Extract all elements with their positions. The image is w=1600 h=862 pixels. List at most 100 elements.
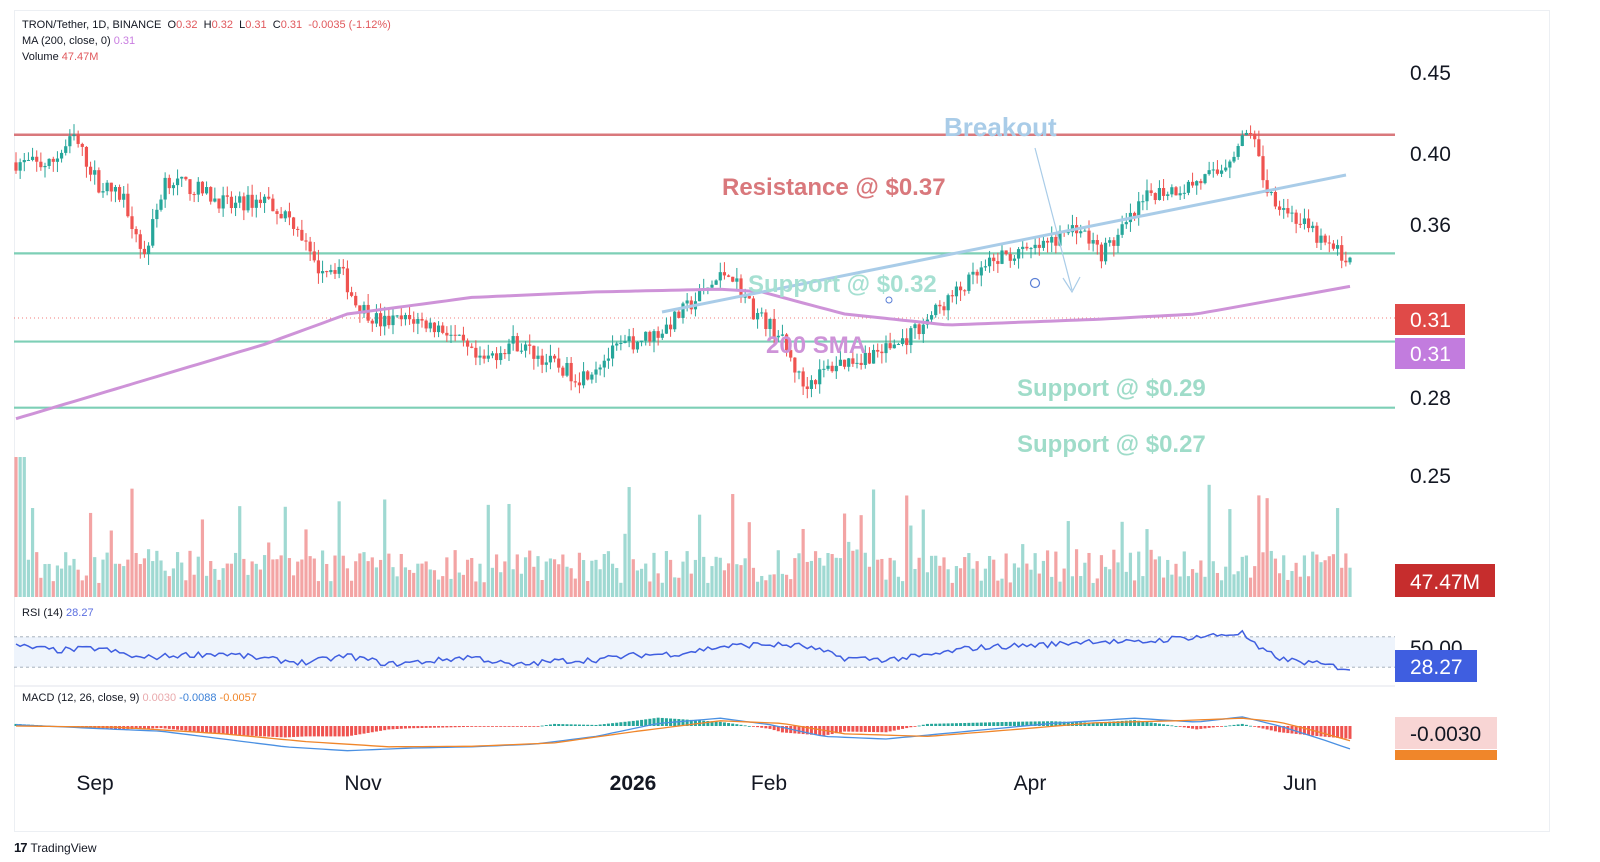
- volume-bar: [644, 563, 648, 597]
- candle-body: [188, 179, 192, 195]
- volume-bar: [1095, 578, 1099, 597]
- macd-histogram-bar: [408, 726, 412, 729]
- macd-histogram-bar: [134, 726, 138, 729]
- macd-histogram-bar: [1120, 720, 1124, 726]
- volume-bar: [478, 563, 482, 597]
- macd-histogram-bar: [325, 726, 329, 737]
- macd-histogram-bar: [225, 726, 229, 735]
- candle-body: [1211, 169, 1215, 171]
- macd-histogram-bar: [1240, 723, 1244, 726]
- volume-bar: [258, 569, 263, 597]
- candle-body: [126, 193, 130, 217]
- volume-bar: [349, 580, 354, 597]
- volume-bar: [946, 569, 950, 597]
- ohlc-close-label: C: [272, 19, 281, 31]
- volume-bar: [296, 561, 300, 597]
- candle-body: [482, 355, 486, 359]
- volume-bar: [1265, 498, 1269, 597]
- macd-histogram-bar: [1228, 725, 1232, 727]
- macd-histogram-bar: [594, 724, 598, 726]
- macd-histogram-bar: [1336, 726, 1340, 738]
- volume-bar: [59, 568, 64, 597]
- candle-body: [130, 216, 134, 230]
- macd-histogram-bar: [1037, 721, 1041, 726]
- volume-bar: [909, 525, 913, 597]
- volume-bar: [561, 554, 565, 597]
- candle-body: [420, 318, 424, 321]
- candle-body: [88, 166, 93, 175]
- candle-body: [528, 344, 532, 346]
- candle-body: [1203, 174, 1207, 184]
- macd-histogram-bar: [524, 726, 528, 727]
- candle-body: [1087, 230, 1091, 244]
- volume-bar: [1062, 568, 1066, 597]
- volume-bar: [188, 550, 192, 597]
- candle-body: [428, 322, 432, 329]
- candle-body: [441, 325, 445, 333]
- volume-bar: [693, 559, 698, 597]
- volume-bar: [1083, 562, 1087, 597]
- macd-histogram-bar: [577, 724, 581, 726]
- macd-histogram-bar: [714, 721, 718, 726]
- volume-bar: [490, 567, 495, 597]
- volume-bar: [1033, 553, 1037, 597]
- candle-body: [818, 369, 822, 385]
- candle-body: [387, 315, 391, 326]
- volume-bar: [1203, 576, 1207, 597]
- tradingview-logo-icon: 17: [14, 840, 28, 855]
- candle-body: [760, 312, 764, 314]
- candle-body: [221, 195, 225, 209]
- candle-body: [1315, 225, 1319, 243]
- macd-histogram-bar: [706, 721, 710, 726]
- macd-histogram-bar: [495, 726, 499, 727]
- candle-body: [1112, 240, 1116, 246]
- volume-bar: [233, 552, 238, 597]
- volume-bar: [93, 557, 97, 597]
- candle-body: [1207, 170, 1211, 175]
- candle-body: [1000, 250, 1004, 264]
- macd-histogram-bar: [1236, 724, 1240, 726]
- macd-histogram-bar: [615, 722, 619, 726]
- signal-badge: [1395, 750, 1497, 760]
- volume-bar: [842, 513, 847, 597]
- volume-bar: [209, 561, 213, 597]
- macd-histogram-bar: [1166, 724, 1170, 726]
- volume-label: Volume: [22, 51, 59, 63]
- candle-body: [1294, 212, 1298, 224]
- volume-bar: [631, 559, 635, 597]
- macd-histogram-bar: [196, 726, 200, 732]
- macd-histogram-bar: [287, 726, 291, 738]
- volume-bar: [383, 499, 387, 597]
- macd-histogram-bar: [1012, 721, 1016, 726]
- macd-histogram-bar: [863, 726, 867, 732]
- macd-histogram-bar: [536, 726, 540, 727]
- volume-bar: [354, 561, 358, 597]
- candle-body: [453, 334, 457, 336]
- volume-bar: [528, 550, 532, 597]
- volume-bar: [544, 561, 548, 597]
- macd-histogram-bar: [383, 726, 387, 731]
- candle-body: [1302, 218, 1307, 225]
- macd-histogram-bar: [1108, 721, 1112, 726]
- candle-body: [942, 306, 946, 311]
- macd-histogram-bar: [217, 726, 221, 734]
- candle-body: [1228, 161, 1232, 168]
- candle-body: [196, 181, 200, 195]
- macd-histogram-bar: [354, 726, 358, 736]
- volume-bar: [801, 528, 805, 597]
- candle-body: [644, 331, 648, 341]
- candle-body: [867, 352, 872, 364]
- candle-body: [681, 303, 685, 318]
- support-029-label: Support @ $0.29: [1017, 375, 1206, 402]
- ohlc-high-label: H: [203, 19, 212, 31]
- macd-histogram-bar: [234, 726, 238, 735]
- candle-body: [834, 365, 838, 372]
- candle-body: [424, 320, 428, 329]
- macd-histogram-bar: [606, 723, 610, 726]
- macd-histogram-bar: [176, 726, 180, 730]
- tradingview-brand[interactable]: 17 TradingView: [14, 840, 97, 855]
- volume-bar: [1141, 576, 1145, 597]
- candle-body: [851, 358, 855, 364]
- candle-body: [304, 240, 308, 242]
